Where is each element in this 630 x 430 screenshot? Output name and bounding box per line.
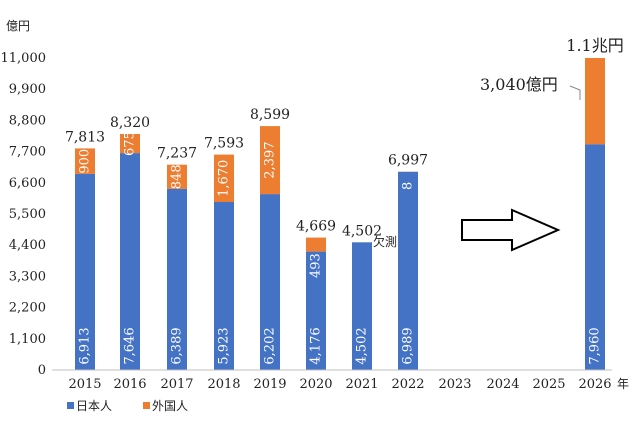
y-tick-label: 3,300	[9, 269, 46, 284]
x-tick-label: 2025	[532, 377, 565, 392]
bar-label-foreign: 493	[309, 253, 324, 278]
legend-swatch-foreign	[143, 402, 150, 409]
y-tick-label: 5,500	[9, 207, 46, 222]
bar-foreign	[585, 58, 605, 145]
bar-japanese	[214, 202, 234, 370]
x-tick-label: 2022	[391, 377, 424, 392]
bar-foreign	[75, 148, 95, 174]
x-tick-label: 2015	[68, 377, 101, 392]
annotation-foreign-2026: 3,040億円	[480, 75, 558, 94]
bar-japanese	[585, 144, 605, 370]
bar-foreign	[306, 237, 326, 252]
y-axis: 0 1,100 2,200 3,300 4,400 5,500 6,600 7,700 8,80…	[1, 51, 47, 378]
bar-japanese	[398, 171, 418, 370]
bar-total-label: 8,599	[250, 107, 290, 123]
bar-total-label: 1.1兆円	[566, 36, 623, 55]
y-tick-label: 11,000	[1, 51, 47, 66]
y-tick-label: 0	[38, 363, 46, 378]
annotation-estimate: 欠測	[373, 234, 397, 249]
bar-label-japanese: 5,923	[217, 327, 232, 364]
bar-label-japanese: 6,989	[401, 327, 416, 364]
y-tick-label: 7,700	[9, 145, 46, 160]
legend-label-foreign: 外国人	[152, 399, 188, 413]
bar-japanese	[352, 242, 372, 370]
legend-label-japanese: 日本人	[76, 399, 112, 413]
bar-total-label: 8,320	[110, 115, 150, 131]
x-tick-label: 2026	[578, 377, 611, 392]
bar-label-japanese: 4,176	[309, 327, 324, 364]
bar-japanese	[306, 251, 326, 370]
y-tick-label: 6,600	[9, 176, 46, 191]
x-axis-unit: 年	[617, 377, 629, 391]
x-tick-label: 2021	[345, 377, 378, 392]
bar-foreign	[214, 154, 234, 202]
bar-label-japanese: 6,389	[170, 327, 185, 364]
bar-label-foreign: 675	[123, 131, 138, 156]
bar-label-japanese: 7,960	[588, 327, 603, 364]
bar-total-label: 7,813	[65, 129, 105, 145]
bar-total-label: 4,669	[296, 219, 336, 235]
growth-arrow	[461, 208, 561, 252]
bar-label-foreign: 8	[401, 182, 416, 190]
bar-label-foreign: 2,397	[263, 141, 278, 178]
x-axis: 2015 2016 2017 2018 2019 2020 2021 2022 2023 2024…	[68, 377, 611, 392]
y-axis-title: 億円	[6, 19, 30, 33]
bar-label-foreign: 848	[170, 164, 185, 189]
x-tick-label: 2016	[113, 377, 146, 392]
bar-label-japanese: 6,202	[263, 327, 278, 364]
bar-foreign	[260, 126, 280, 195]
bar-label-japanese: 7,646	[123, 327, 138, 364]
bar-label-foreign: 900	[78, 149, 93, 174]
bar-total-label: 4,502	[342, 223, 382, 239]
bar-label-japanese: 4,502	[355, 327, 370, 364]
x-tick-label: 2024	[486, 377, 519, 392]
x-tick-label: 2019	[253, 377, 286, 392]
x-tick-label: 2023	[438, 377, 471, 392]
y-tick-label: 8,800	[9, 113, 46, 128]
y-tick-label: 1,100	[9, 332, 46, 347]
bar-japanese	[75, 173, 95, 370]
bar-total-label: 7,237	[157, 146, 197, 162]
bar-total-label: 7,593	[204, 136, 244, 152]
bar-label-japanese: 6,913	[78, 327, 93, 364]
bar-total-label: 6,997	[388, 153, 428, 169]
bar-japanese	[167, 188, 187, 370]
legend-swatch-japanese	[67, 402, 74, 409]
y-tick-label: 9,900	[9, 82, 46, 97]
bar-foreign	[167, 164, 187, 189]
bar-foreign	[120, 134, 140, 154]
legend: 日本人 外国人	[67, 399, 188, 413]
y-tick-label: 2,200	[9, 301, 46, 316]
bar-label-foreign: 1,670	[217, 160, 232, 197]
annotation-leader-line	[569, 85, 581, 100]
bar-japanese	[260, 194, 280, 370]
bar-japanese	[120, 153, 140, 370]
y-tick-label: 4,400	[9, 238, 46, 253]
x-tick-label: 2017	[160, 377, 193, 392]
x-tick-label: 2018	[207, 377, 240, 392]
x-tick-label: 2020	[299, 377, 332, 392]
